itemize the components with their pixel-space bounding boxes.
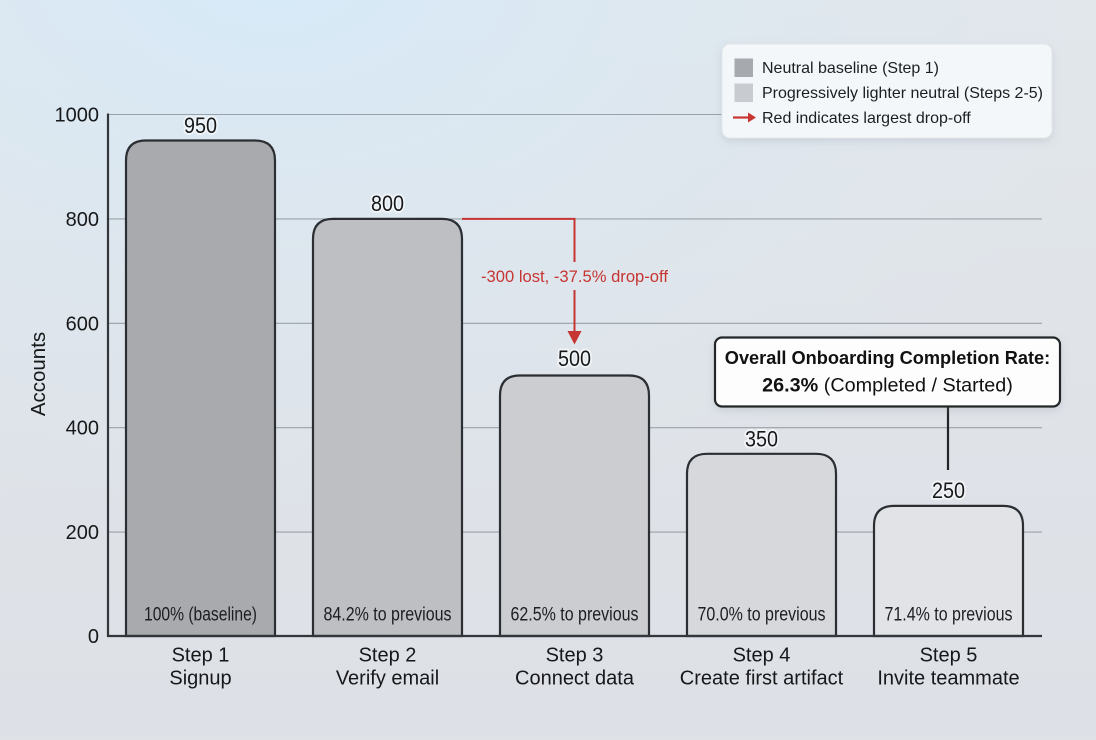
svg-text:Neutral baseline (Step 1): Neutral baseline (Step 1) xyxy=(762,60,939,77)
svg-text:Invite teammate: Invite teammate xyxy=(877,668,1019,690)
svg-text:-300 lost, -37.5% drop-off: -300 lost, -37.5% drop-off xyxy=(481,267,668,286)
svg-text:600: 600 xyxy=(66,313,99,335)
svg-text:Create first artifact: Create first artifact xyxy=(680,668,844,690)
svg-text:Overall Onboarding Completion: Overall Onboarding Completion Rate: xyxy=(725,348,1050,368)
svg-text:500: 500 xyxy=(558,346,591,371)
svg-text:Step 2: Step 2 xyxy=(359,645,417,667)
svg-text:250: 250 xyxy=(932,478,965,503)
svg-text:200: 200 xyxy=(66,522,99,544)
svg-text:Connect data: Connect data xyxy=(515,668,635,690)
svg-text:Progressively lighter neutral: Progressively lighter neutral (Steps 2-5… xyxy=(762,85,1043,102)
svg-text:1000: 1000 xyxy=(55,105,100,127)
svg-text:800: 800 xyxy=(371,191,404,216)
svg-text:Step 3: Step 3 xyxy=(546,645,604,667)
svg-text:Verify email: Verify email xyxy=(336,668,439,690)
svg-text:350: 350 xyxy=(745,427,778,452)
svg-text:950: 950 xyxy=(184,113,217,138)
svg-text:Step 1: Step 1 xyxy=(172,645,230,667)
svg-text:800: 800 xyxy=(66,209,99,231)
svg-text:Accounts: Accounts xyxy=(27,332,50,416)
svg-text:Step 5: Step 5 xyxy=(920,645,978,667)
svg-text:Signup: Signup xyxy=(169,668,231,690)
svg-text:70.0% to previous: 70.0% to previous xyxy=(698,605,826,626)
svg-text:71.4% to previous: 71.4% to previous xyxy=(885,605,1013,626)
svg-text:100% (baseline): 100% (baseline) xyxy=(144,605,257,626)
svg-text:26.3% (Completed / Started): 26.3% (Completed / Started) xyxy=(762,375,1013,397)
svg-text:62.5% to previous: 62.5% to previous xyxy=(511,605,639,626)
svg-text:400: 400 xyxy=(66,418,99,440)
svg-text:84.2% to previous: 84.2% to previous xyxy=(324,605,452,626)
svg-text:Step 4: Step 4 xyxy=(733,645,791,667)
svg-text:Red indicates largest drop-off: Red indicates largest drop-off xyxy=(762,110,971,127)
svg-text:0: 0 xyxy=(88,626,99,648)
